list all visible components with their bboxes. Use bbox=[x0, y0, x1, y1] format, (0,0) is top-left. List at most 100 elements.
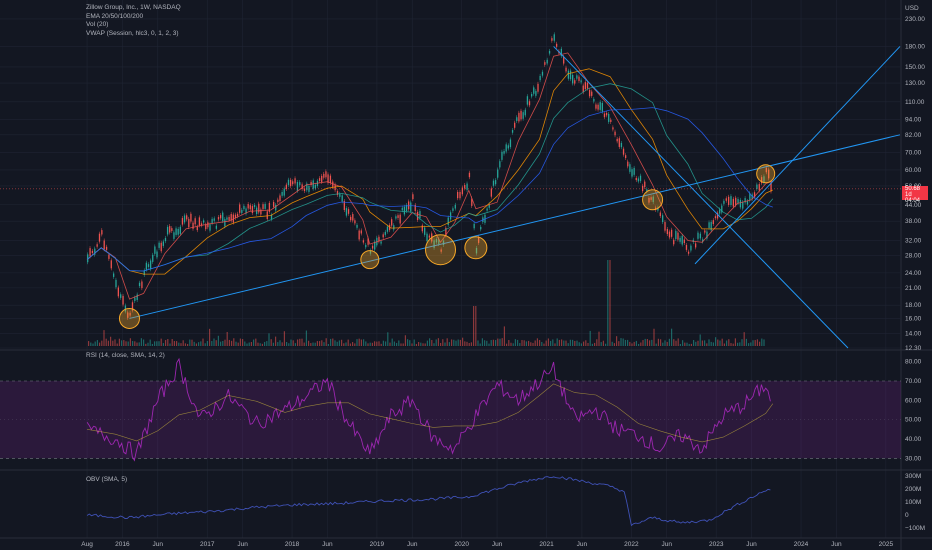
volume-bar bbox=[140, 338, 142, 346]
candle-body bbox=[677, 232, 679, 240]
candle-body bbox=[650, 197, 652, 200]
candle-body bbox=[268, 202, 271, 212]
volume-bar bbox=[264, 341, 266, 346]
obv-tick-label: 300M bbox=[905, 473, 921, 480]
volume-bar bbox=[132, 341, 134, 346]
candle-body bbox=[666, 229, 669, 235]
candle-body bbox=[516, 117, 518, 121]
candle-body bbox=[435, 239, 438, 243]
rsi-sma-line bbox=[87, 383, 774, 443]
price-tick-label: 38.00 bbox=[905, 218, 922, 225]
volume-bar bbox=[272, 342, 274, 346]
volume-bar bbox=[323, 342, 325, 346]
volume-bar bbox=[563, 340, 565, 346]
volume-bar bbox=[314, 342, 316, 346]
candle-body bbox=[89, 248, 91, 257]
price-candles bbox=[87, 32, 772, 320]
volume-bar bbox=[349, 343, 351, 346]
candle-body bbox=[555, 43, 558, 47]
candle-body bbox=[652, 196, 654, 203]
volume-bar bbox=[308, 340, 310, 346]
volume-bar bbox=[96, 340, 98, 346]
candle-body bbox=[198, 217, 201, 226]
candle-body bbox=[115, 279, 117, 288]
indicator-vol[interactable]: Vol (20) bbox=[86, 21, 109, 28]
candle-body bbox=[637, 178, 640, 182]
indicator-ema[interactable]: EMA 20/50/100/200 bbox=[86, 12, 144, 20]
chart-legend: Zillow Group, Inc., 1W, NASDAQ EMA 20/50… bbox=[86, 4, 181, 38]
volume-bar bbox=[695, 341, 697, 346]
time-tick-label: 2022 bbox=[624, 541, 639, 548]
volume-bar bbox=[125, 341, 127, 346]
candle-body bbox=[721, 205, 723, 213]
candle-body bbox=[616, 138, 618, 142]
volume-bar bbox=[578, 342, 580, 346]
candle-body bbox=[631, 169, 633, 177]
volume-bar bbox=[684, 342, 686, 346]
candle-body bbox=[760, 177, 763, 184]
price-tick-label: 230.00 bbox=[905, 16, 925, 23]
volume-bar bbox=[660, 339, 662, 346]
rsi-label[interactable]: RSI (14, close, SMA, 14, 2) bbox=[86, 352, 165, 359]
volume-bar bbox=[389, 342, 391, 346]
volume-bar bbox=[451, 339, 453, 346]
obv-label[interactable]: OBV (SMA, 5) bbox=[86, 476, 128, 483]
volume-bar bbox=[448, 342, 450, 346]
candle-body bbox=[362, 240, 365, 243]
indicator-vwap[interactable]: VWAP (Session, hlc3, 0, 1, 2, 3) bbox=[86, 29, 179, 37]
volume-bar bbox=[444, 342, 446, 346]
candle-body bbox=[281, 191, 283, 196]
candle-body bbox=[358, 230, 360, 240]
candle-body bbox=[586, 82, 589, 89]
volume-bar bbox=[679, 343, 681, 346]
volume-bar bbox=[374, 341, 376, 346]
candle-body bbox=[716, 212, 719, 219]
volume-bar bbox=[600, 342, 602, 346]
candle-body bbox=[578, 76, 580, 81]
candle-body bbox=[675, 230, 677, 240]
volume-bar bbox=[629, 341, 631, 346]
candle-body bbox=[673, 239, 675, 245]
volume-bar bbox=[387, 332, 389, 346]
candle-body bbox=[440, 249, 442, 252]
volume-bar bbox=[110, 336, 112, 346]
volume-bar bbox=[440, 342, 442, 346]
volume-bar bbox=[506, 343, 508, 346]
volume-bar bbox=[717, 339, 719, 346]
candle-body bbox=[211, 218, 213, 224]
candle-body bbox=[136, 294, 138, 301]
volume-bar bbox=[158, 341, 160, 346]
candle-body bbox=[219, 215, 222, 219]
volume-bar bbox=[558, 339, 560, 346]
candle-body bbox=[610, 119, 612, 122]
candle-body bbox=[325, 171, 327, 178]
candle-body bbox=[308, 186, 310, 192]
price-tick-label: 16.00 bbox=[905, 315, 922, 322]
volume-bar bbox=[517, 339, 519, 346]
volume-bar bbox=[455, 340, 457, 346]
bar-countdown: 1d 04:04 bbox=[905, 192, 921, 204]
candle-body bbox=[395, 216, 397, 219]
volume-bar bbox=[347, 339, 349, 346]
volume-bar bbox=[123, 340, 125, 346]
volume-bar bbox=[312, 342, 314, 346]
volume-bar bbox=[550, 340, 552, 346]
volume-bar bbox=[209, 328, 211, 346]
candle-body bbox=[770, 182, 772, 192]
volume-bar bbox=[165, 340, 167, 346]
candle-body bbox=[639, 175, 642, 182]
ema-line-4 bbox=[86, 107, 773, 272]
time-tick-label: Jun bbox=[746, 541, 757, 548]
candle-body bbox=[544, 62, 546, 65]
volume-bar bbox=[477, 340, 479, 346]
candle-body bbox=[321, 175, 323, 182]
volume-bar bbox=[596, 339, 598, 346]
candle-body bbox=[289, 179, 292, 187]
candle-body bbox=[203, 220, 205, 223]
volume-bar bbox=[475, 306, 477, 346]
candle-body bbox=[239, 204, 241, 213]
volume-bar bbox=[156, 341, 158, 346]
candle-body bbox=[391, 219, 393, 226]
candle-body bbox=[685, 244, 688, 250]
